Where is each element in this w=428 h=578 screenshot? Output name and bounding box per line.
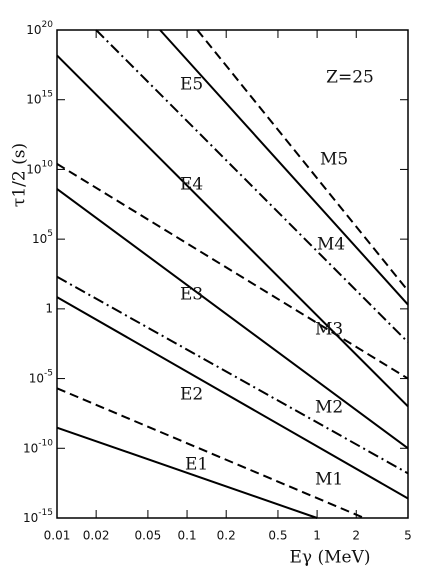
series-line (56, 188, 409, 450)
series-label: M1 (315, 470, 343, 490)
x-tick-label: 0.2 (217, 529, 236, 543)
y-tick-label: 10-15 (23, 508, 53, 525)
x-tick-label: 1 (313, 529, 321, 543)
y-tick-label: 10-5 (29, 368, 53, 385)
y-tick-label: 10-10 (23, 438, 53, 455)
x-axis-label: Eγ (MeV) (290, 548, 371, 568)
x-tick-label: 0.01 (44, 529, 71, 543)
x-tick-label: 0.02 (83, 529, 110, 543)
series-label: M4 (317, 235, 345, 255)
series-line (196, 29, 409, 292)
y-tick-label: 105 (32, 229, 53, 246)
series-label: E5 (180, 75, 203, 95)
series-line (159, 29, 409, 306)
series-label: E1 (185, 455, 208, 475)
series-label: E3 (180, 285, 203, 305)
series-line (56, 296, 409, 500)
y-tick-label: 1 (45, 301, 53, 315)
series-line (56, 275, 409, 475)
x-tick-label: 0.5 (268, 529, 287, 543)
x-tick-label: 2 (352, 529, 360, 543)
series-label: M5 (320, 150, 348, 170)
plot-frame (56, 29, 409, 519)
x-tick-label: 0.05 (135, 529, 162, 543)
y-tick-label: 1020 (26, 20, 53, 37)
series-label: E4 (180, 175, 203, 195)
series-line (56, 54, 409, 408)
y-tick-label: 1010 (26, 159, 53, 176)
annotation: Z=25 (326, 68, 374, 88)
y-tick-label: 1015 (26, 89, 53, 106)
series-label: M2 (315, 398, 343, 418)
x-tick-label: 5 (404, 529, 412, 543)
series-line (56, 426, 318, 519)
y-axis-label: τ1/2 (s) (10, 143, 30, 207)
series-line (95, 29, 409, 343)
series-label: E2 (180, 385, 203, 405)
x-tick-label: 0.1 (178, 529, 197, 543)
series-line (56, 163, 409, 380)
series-label: M3 (315, 320, 343, 340)
